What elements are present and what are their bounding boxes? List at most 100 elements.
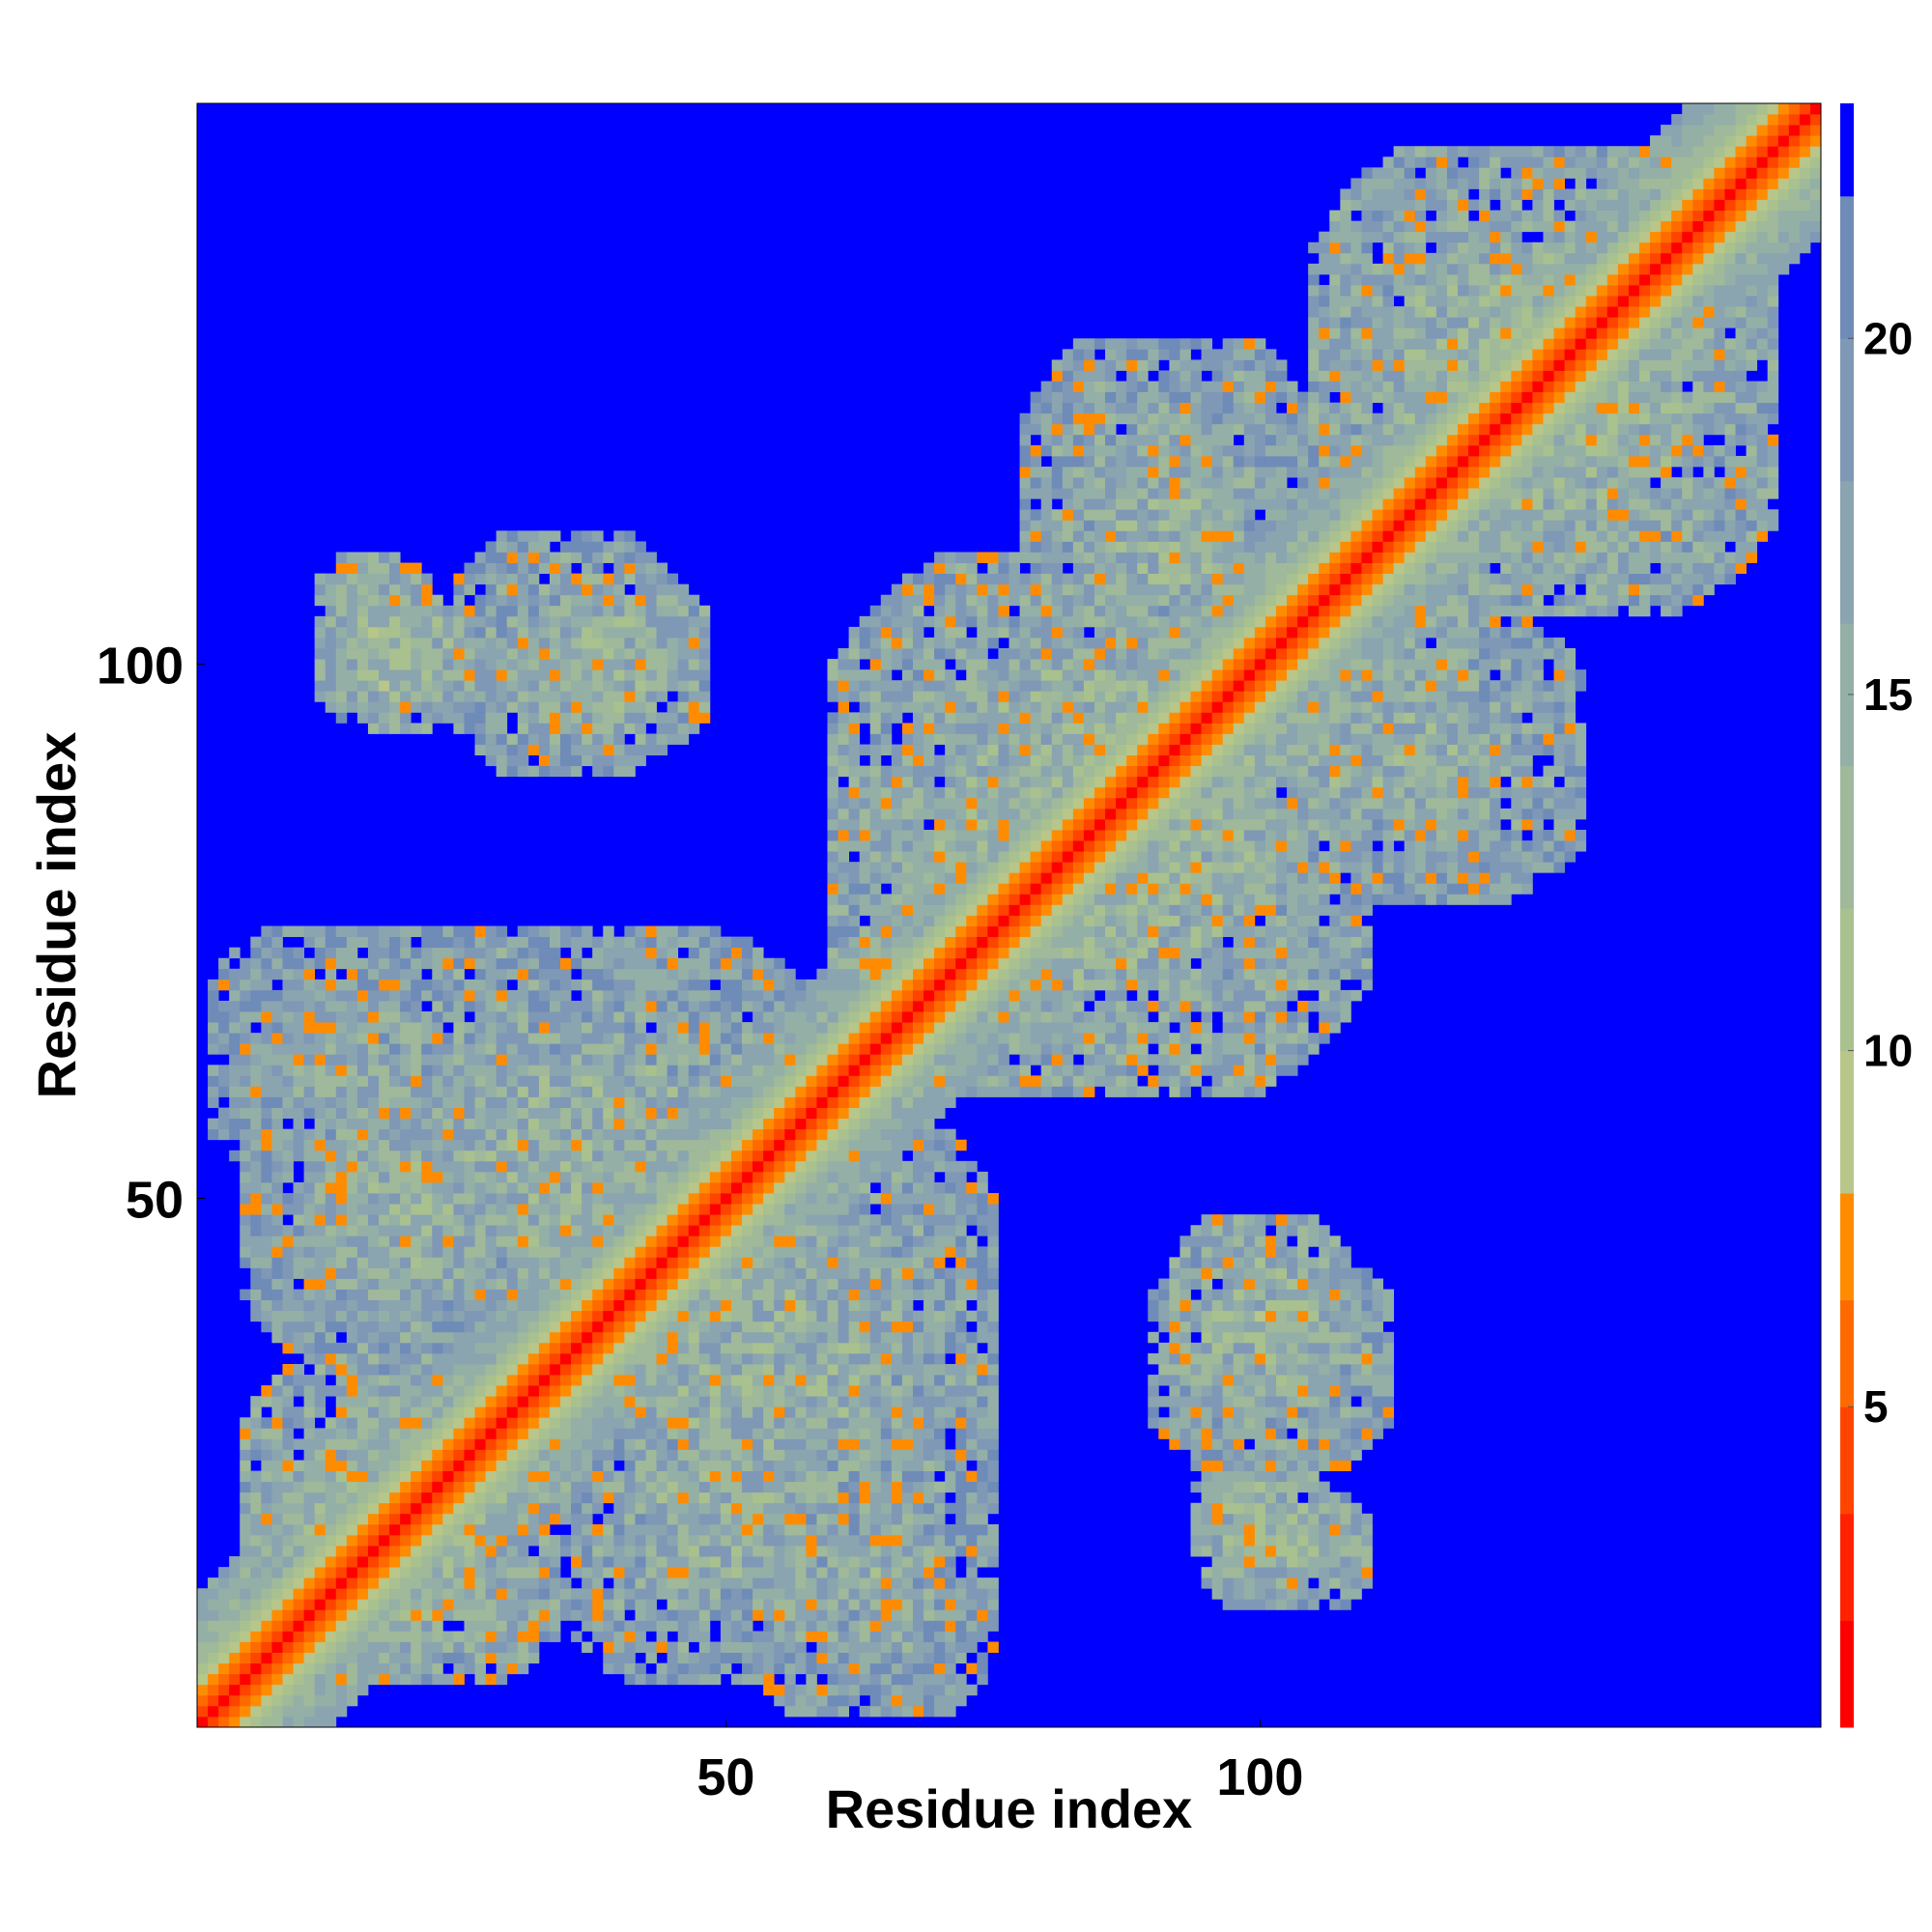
- heatmap-cell: [250, 1118, 262, 1130]
- heatmap-cell: [240, 1246, 251, 1258]
- heatmap-cell: [816, 1481, 828, 1493]
- heatmap-cell: [677, 1086, 690, 1097]
- heatmap-cell: [753, 1523, 764, 1536]
- heatmap-cell: [303, 1331, 316, 1344]
- heatmap-cell: [688, 648, 700, 660]
- heatmap-cell: [603, 1289, 614, 1301]
- heatmap-cell: [582, 1118, 593, 1130]
- heatmap-cell: [356, 637, 369, 649]
- heatmap-cell: [720, 1171, 732, 1183]
- heatmap-cell: [720, 1150, 732, 1162]
- heatmap-cell: [367, 968, 380, 980]
- heatmap-cell: [859, 1620, 871, 1632]
- heatmap-cell: [677, 1011, 690, 1023]
- heatmap-cell: [464, 1567, 475, 1578]
- heatmap-cell: [635, 1513, 646, 1525]
- heatmap-cell: [656, 989, 668, 1002]
- heatmap-cell: [838, 1246, 850, 1258]
- heatmap-cell: [356, 1236, 369, 1247]
- heatmap-cell: [560, 1214, 572, 1226]
- heatmap-cell: [763, 1171, 775, 1183]
- heatmap-cell: [645, 1534, 657, 1547]
- heatmap-cell: [474, 936, 486, 949]
- heatmap-cell: [261, 979, 272, 991]
- heatmap-cell: [229, 1128, 241, 1141]
- heatmap-cell: [667, 979, 679, 991]
- heatmap-cell: [592, 1225, 604, 1236]
- heatmap-cell: [859, 1054, 871, 1065]
- heatmap-cell: [485, 1236, 497, 1247]
- heatmap-cell: [582, 1641, 593, 1653]
- heatmap-cell: [560, 1022, 572, 1034]
- heatmap-cell: [603, 1054, 614, 1065]
- heatmap-cell: [411, 1150, 422, 1162]
- heatmap-cell: [698, 1449, 711, 1461]
- heatmap-cell: [303, 989, 316, 1002]
- heatmap-cell: [527, 1065, 540, 1076]
- heatmap-cell: [667, 1299, 679, 1312]
- heatmap-cell: [411, 605, 422, 617]
- heatmap-cell: [592, 594, 604, 607]
- heatmap-cell: [827, 957, 838, 970]
- heatmap-cell: [774, 1181, 785, 1194]
- heatmap-cell: [549, 1278, 561, 1290]
- heatmap-cell: [624, 744, 636, 756]
- heatmap-cell: [624, 1406, 636, 1418]
- heatmap-cell: [517, 1481, 529, 1493]
- heatmap-cell: [346, 1449, 358, 1461]
- heatmap-cell: [709, 957, 722, 970]
- heatmap-cell: [742, 1075, 753, 1087]
- heatmap-cell: [442, 1481, 454, 1493]
- heatmap-cell: [442, 1225, 454, 1236]
- heatmap-cell: [838, 680, 850, 692]
- heatmap-cell: [464, 648, 475, 660]
- heatmap-cell: [753, 1225, 764, 1236]
- heatmap-cell: [742, 1406, 753, 1418]
- heatmap-cell: [624, 1470, 636, 1483]
- heatmap-cell: [667, 1000, 679, 1012]
- heatmap-cell: [389, 989, 401, 1002]
- heatmap-cell: [624, 1567, 636, 1578]
- heatmap-cell: [400, 957, 412, 970]
- heatmap-cell: [389, 1022, 401, 1034]
- heatmap-cell: [635, 1033, 646, 1044]
- heatmap-cell: [624, 1289, 636, 1301]
- heatmap-cell: [346, 583, 358, 596]
- heatmap-cell: [677, 1599, 690, 1610]
- heatmap-cell: [827, 1705, 838, 1718]
- heatmap-cell: [795, 1534, 807, 1547]
- heatmap-cell: [293, 1716, 304, 1728]
- heatmap-cell: [271, 1204, 283, 1215]
- heatmap-cell: [613, 1481, 625, 1493]
- heatmap-cell: [603, 1609, 614, 1621]
- heatmap-cell: [506, 1385, 519, 1397]
- heatmap-cell: [421, 1481, 433, 1493]
- heatmap-cell: [389, 1588, 401, 1600]
- heatmap-cell: [421, 1033, 433, 1044]
- heatmap-cell: [720, 1449, 732, 1461]
- heatmap-cell: [356, 1406, 369, 1418]
- heatmap-cell: [582, 1460, 593, 1471]
- heatmap-cell: [250, 1631, 262, 1642]
- heatmap-cell: [293, 1139, 304, 1151]
- heatmap-cell: [496, 712, 508, 724]
- heatmap-cell: [859, 1065, 871, 1076]
- heatmap-cell: [421, 1470, 433, 1483]
- heatmap-cell: [635, 1204, 646, 1215]
- heatmap-cell: [603, 1193, 614, 1205]
- heatmap-cell: [240, 1171, 251, 1183]
- heatmap-cell: [421, 701, 433, 713]
- heatmap-cell: [730, 1588, 743, 1600]
- heatmap-cell: [827, 1086, 838, 1097]
- heatmap-cell: [474, 1299, 486, 1312]
- heatmap-cell: [250, 1128, 262, 1141]
- heatmap-cell: [677, 723, 690, 734]
- heatmap-cell: [730, 1502, 743, 1515]
- heatmap-cell: [795, 1299, 807, 1312]
- heatmap-cell: [271, 1128, 283, 1141]
- heatmap-cell: [645, 626, 657, 639]
- heatmap-cell: [517, 1523, 529, 1536]
- heatmap-cell: [261, 1545, 272, 1557]
- heatmap-cell: [421, 1631, 433, 1642]
- heatmap-cell: [645, 1107, 657, 1120]
